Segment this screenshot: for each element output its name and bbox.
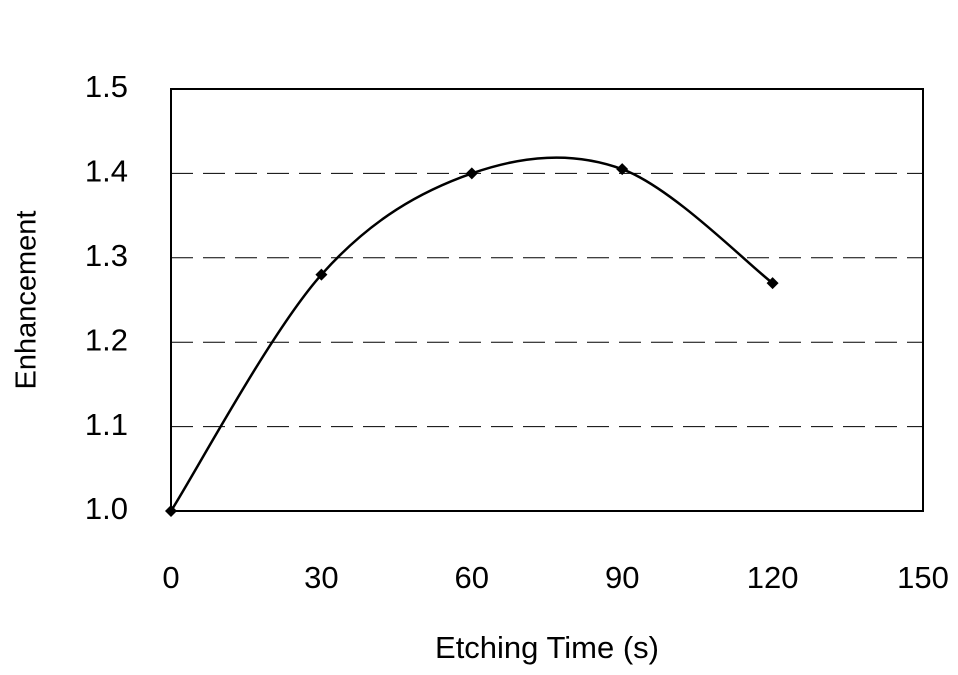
- x-axis-title: Etching Time (s): [435, 630, 659, 665]
- y-tick-label: 1.1: [85, 407, 128, 442]
- plot-frame: [171, 89, 923, 511]
- marker: [466, 167, 478, 179]
- y-axis-title: Enhancement: [11, 211, 43, 390]
- y-tick-label: 1.0: [85, 491, 128, 526]
- x-tick-label: 120: [747, 560, 799, 595]
- line: [171, 158, 773, 511]
- marker: [165, 505, 177, 517]
- x-tick-label: 150: [897, 560, 949, 595]
- x-tick-label: 30: [304, 560, 338, 595]
- x-tick-label: 0: [162, 560, 179, 595]
- chart: Etching Time (s) Enhancement 1.0 1.1 1.2 1.…: [0, 0, 958, 675]
- y-tick-label: 1.3: [85, 238, 128, 273]
- y-tick-label: 1.4: [85, 154, 128, 189]
- y-tick-label: 1.2: [85, 322, 128, 357]
- y-tick-label: 1.5: [85, 69, 128, 104]
- x-tick-label: 60: [455, 560, 489, 595]
- x-tick-label: 90: [605, 560, 639, 595]
